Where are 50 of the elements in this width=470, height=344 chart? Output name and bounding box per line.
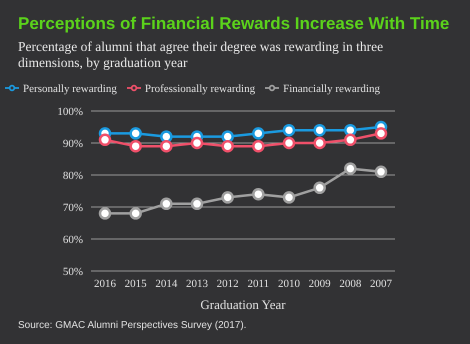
point [221,140,234,152]
y-tick-label: 70% [62,202,83,214]
point [313,124,326,136]
point [160,130,173,143]
x-tick-label: 2011 [248,278,270,290]
point [98,134,112,146]
y-tick-label: 60% [62,234,83,246]
y-tick-label: 50% [62,266,83,278]
point [252,188,265,200]
point [282,136,296,150]
point [252,127,265,140]
x-tick-label: 2013 [186,278,208,290]
source-note: Source: GMAC Alumni Perspectives Survey (2017). [18,320,246,331]
x-tick-label: 2014 [155,278,178,290]
point [282,124,296,136]
point [190,136,204,150]
point [252,140,265,152]
x-tick-label: 2008 [339,278,362,290]
chart-subtitle: Percentage of alumni that agree their degree was rewarding in three dimensions, by graduation year [18,39,384,71]
point [282,191,296,204]
y-tick-label: 90% [62,138,83,150]
point [344,134,357,146]
point [129,140,142,152]
point [98,207,112,220]
y-tick-label: 100% [57,106,83,118]
x-tick-label: 2016 [94,278,116,290]
y-tick-label: 80% [62,170,83,182]
x-tick-label: 2010 [278,278,300,290]
point [313,136,326,150]
x-tick-label: 2012 [216,278,239,290]
point [129,207,142,220]
point [221,191,234,204]
legend-label: Professionally rewarding [144,83,256,95]
x-tick-label: 2009 [308,278,332,290]
point [160,140,173,152]
point [129,127,142,140]
point [221,130,234,143]
legend-label: Financially rewarding [283,83,380,95]
point [374,166,388,178]
chart-title: Perceptions of Financial Rewards Increase With Time [18,14,450,34]
point [160,198,173,210]
point [313,182,326,194]
legend-label: Personally rewarding [23,83,117,95]
point [344,124,357,136]
x-axis-title: Graduation Year [200,297,286,312]
x-tick-label: 2015 [124,278,148,290]
point [374,127,388,140]
x-tick-label: 2007 [370,278,392,290]
point [344,162,357,175]
point [190,198,204,210]
